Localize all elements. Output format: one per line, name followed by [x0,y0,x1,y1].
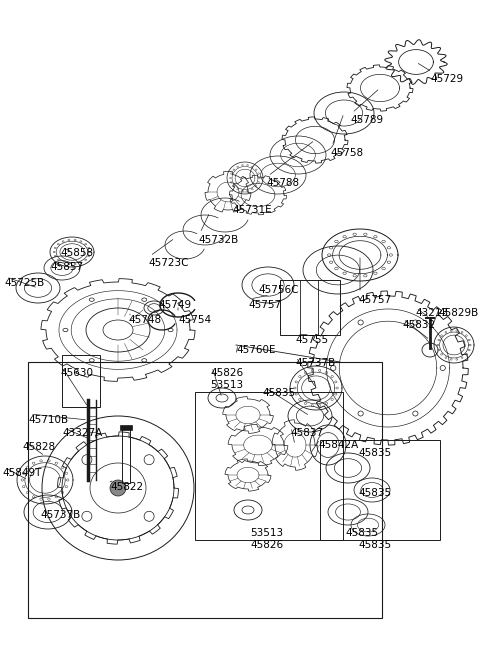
Text: 45829B: 45829B [438,308,478,318]
Text: 45837: 45837 [290,428,323,438]
Text: 45731E: 45731E [232,205,272,215]
Text: 45828: 45828 [22,442,55,452]
Text: 43327A: 43327A [62,428,102,438]
Text: 45788: 45788 [266,178,299,188]
Text: 45835: 45835 [345,528,378,538]
Text: 45748: 45748 [128,315,161,325]
Bar [120,425,132,430]
Text: 45849T: 45849T [2,468,41,478]
Text: 45826: 45826 [250,540,283,550]
Bar [320,440,440,540]
Text: 53513: 53513 [210,380,243,390]
Text: 45758: 45758 [330,148,363,158]
Text: 45822: 45822 [110,482,143,492]
Text: 45737B: 45737B [40,510,80,520]
Text: 43213: 43213 [415,308,448,318]
Text: 45757: 45757 [358,295,391,305]
Bar [28,362,382,618]
Bar [122,428,130,483]
Text: 45835: 45835 [262,388,295,398]
Text: 45755: 45755 [295,335,328,345]
Bar [195,392,343,540]
Text: 45754: 45754 [178,315,211,325]
Bar [62,355,100,407]
Text: 45737B: 45737B [295,358,335,368]
Text: 45826: 45826 [210,368,243,378]
Bar [280,280,340,335]
Text: 45789: 45789 [350,115,383,125]
Ellipse shape [110,480,126,496]
Text: 45757: 45757 [248,300,281,310]
Text: 45732B: 45732B [198,235,238,245]
Text: 53513: 53513 [250,528,283,538]
Text: 45729: 45729 [430,74,463,84]
Text: 45756C: 45756C [258,285,299,295]
Text: 45723C: 45723C [148,258,189,268]
Text: 45725B: 45725B [4,278,44,288]
Text: 45749: 45749 [158,300,191,310]
Text: 45842A: 45842A [318,440,358,450]
Text: 45835: 45835 [358,448,391,458]
Text: 45857: 45857 [50,262,83,272]
Text: 45710B: 45710B [28,415,68,425]
Text: 45832: 45832 [402,320,435,330]
Text: 45858: 45858 [60,248,93,258]
Text: 45630: 45630 [60,368,93,378]
Text: 45835: 45835 [358,540,391,550]
Text: 45835: 45835 [358,488,391,498]
Text: 45760E: 45760E [236,345,276,355]
